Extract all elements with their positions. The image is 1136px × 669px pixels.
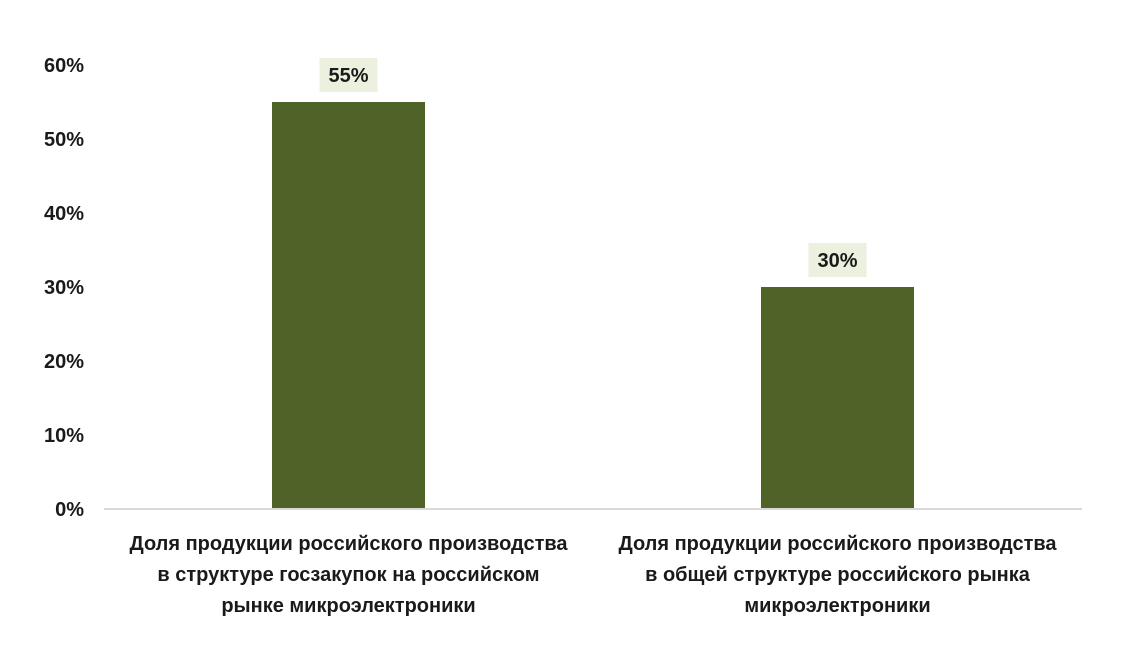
x-category-label-line: рынке микроэлектроники [221,595,475,617]
y-tick-label: 30% [44,277,84,299]
y-tick-label: 60% [44,55,84,77]
data-label-background [319,58,378,92]
x-category-label-line: Доля продукции российского производства [129,533,568,555]
data-label-background [808,243,867,277]
x-axis-labels: Доля продукции российского производства в… [129,533,1057,617]
bar [272,102,425,509]
x-category-label-line: в общей структуре российского рынка [645,564,1031,586]
x-category-label-line: микроэлектроники [744,595,930,617]
bars-group [272,102,914,509]
y-tick-label: 50% [44,129,84,151]
x-category-label-line: в структуре госзакупок на российском [157,564,539,586]
x-category-label-line: Доля продукции российского производства [618,533,1057,555]
y-tick-label: 40% [44,203,84,225]
data-label: 30% [817,250,857,272]
y-tick-label: 10% [44,425,84,447]
data-labels-group: 55% 30% [319,58,867,277]
y-axis-ticks: 0% 10% 20% 30% 40% 50% 60% [44,55,84,521]
y-tick-label: 0% [55,499,84,521]
bar [761,287,914,509]
data-label: 55% [328,65,368,87]
y-tick-label: 20% [44,351,84,373]
